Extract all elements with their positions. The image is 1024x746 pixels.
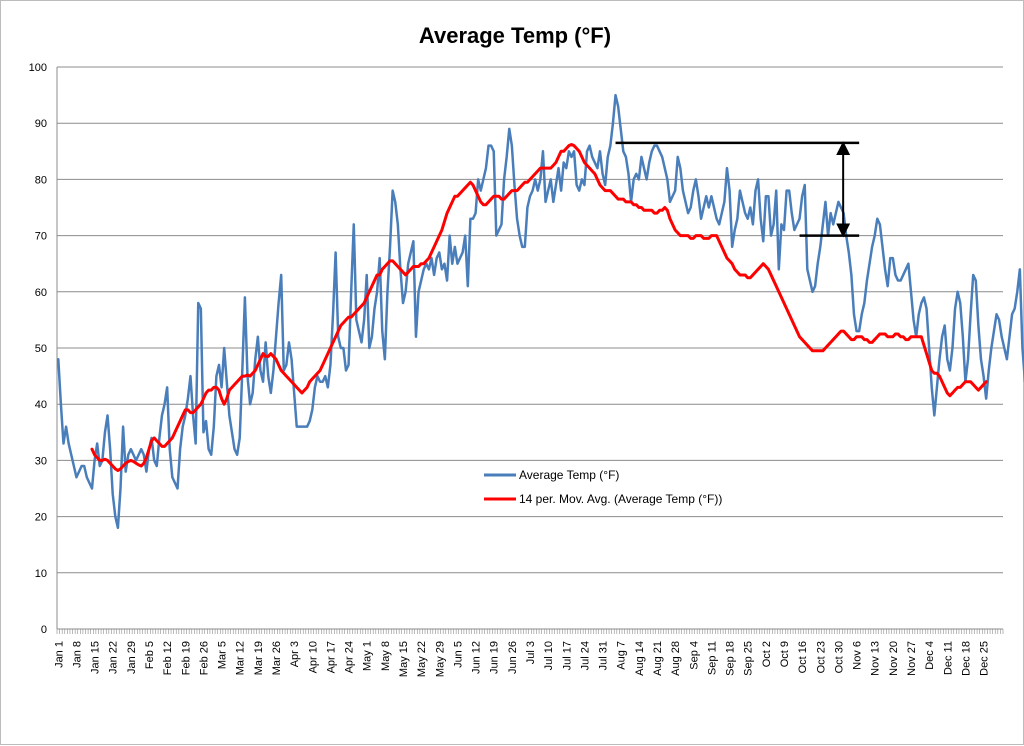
x-tick-label: Jul 10 — [543, 641, 555, 670]
x-tick-label: Dec 11 — [942, 641, 954, 675]
x-tick-label: Dec 4 — [924, 641, 936, 670]
series-line-average-temp — [57, 93, 1024, 530]
x-tick-label: Nov 27 — [906, 641, 918, 676]
legend-label-average-temp: Average Temp (°F) — [519, 468, 619, 482]
x-tick-label: Aug 7 — [616, 641, 628, 670]
x-tick-label: Jul 3 — [525, 641, 537, 664]
y-tick-label-30: 30 — [35, 455, 47, 467]
x-tick-label: Sep 18 — [725, 641, 737, 676]
x-tick-labels: Jan 1 Jan 8 Jan 15 Jan 22 Jan 29 Feb 5 Feb 12 F… — [53, 641, 990, 677]
x-tick-label: Jul 24 — [579, 641, 591, 670]
x-tick-label: Jan 8 — [71, 641, 83, 668]
x-tick-label: Aug 14 — [634, 641, 646, 676]
y-tick-label-100: 100 — [29, 62, 47, 74]
x-tick-label: Jun 19 — [489, 641, 501, 674]
x-tick-label: Jul 17 — [561, 641, 573, 670]
x-tick-label: May 1 — [362, 641, 374, 671]
x-tick-label: Jan 15 — [90, 641, 102, 674]
x-tick-label: Jan 1 — [53, 641, 65, 668]
x-tick-label: Sep 11 — [706, 641, 718, 675]
x-tick-label: Nov 20 — [888, 641, 900, 676]
x-tick-label: Nov 13 — [870, 641, 882, 676]
x-tick-label: Jun 12 — [471, 641, 483, 674]
x-tick-label: Oct 2 — [761, 641, 773, 667]
y-tick-label-0: 0 — [41, 624, 47, 636]
y-tick-label-50: 50 — [35, 343, 47, 355]
x-tick-label: Jun 26 — [507, 641, 519, 674]
x-tick-label: Oct 23 — [815, 641, 827, 673]
x-tick-label: Jul 31 — [598, 641, 610, 670]
x-tick-label: Sep 4 — [688, 641, 700, 670]
y-tick-label-20: 20 — [35, 512, 47, 524]
legend: Average Temp (°F) 14 per. Mov. Avg. (Ave… — [484, 468, 722, 506]
x-tick-label: Feb 19 — [180, 641, 192, 675]
x-tick-label: Dec 25 — [979, 641, 991, 676]
x-tick-label: Aug 21 — [652, 641, 664, 676]
x-tick-label: Apr 3 — [289, 641, 301, 667]
y-tick-label-80: 80 — [35, 174, 47, 186]
x-tick-label: Feb 5 — [144, 641, 156, 669]
x-tick-label: Oct 9 — [779, 641, 791, 667]
x-tick-label: May 29 — [434, 641, 446, 677]
y-tick-labels: 0 10 20 30 40 50 60 70 80 90 100 — [29, 62, 47, 636]
x-tick-label: Mar 12 — [235, 641, 247, 675]
axes — [56, 67, 1004, 634]
x-tick-label: Sep 25 — [743, 641, 755, 676]
x-tick-label: Dec 18 — [960, 641, 972, 676]
x-tick-label: Nov 6 — [852, 641, 864, 670]
chart-title: Average Temp (°F) — [419, 23, 611, 48]
series-lines — [57, 93, 1024, 530]
y-tick-label-90: 90 — [35, 118, 47, 130]
x-tick-label: Apr 17 — [325, 641, 337, 673]
x-tick-label: Mar 19 — [253, 641, 265, 675]
series-line-moving-average — [90, 143, 988, 473]
x-tick-label: Oct 30 — [833, 641, 845, 673]
x-tick-label: Mar 5 — [217, 641, 229, 669]
x-tick-label: Apr 24 — [344, 641, 356, 673]
x-tick-label: Jan 22 — [108, 641, 120, 674]
legend-label-moving-average: 14 per. Mov. Avg. (Average Temp (°F)) — [519, 492, 722, 506]
y-tick-label-40: 40 — [35, 399, 47, 411]
x-tick-label: May 15 — [398, 641, 410, 677]
x-tick-label: Aug 28 — [670, 641, 682, 676]
x-tick-label: May 22 — [416, 641, 428, 677]
x-tick-label: Jan 29 — [126, 641, 138, 674]
x-tick-label: Apr 10 — [307, 641, 319, 673]
x-tick-label: Jun 5 — [452, 641, 464, 668]
x-tick-label: Feb 26 — [198, 641, 210, 675]
x-tick-label: Oct 16 — [797, 641, 809, 673]
x-tick-label: May 8 — [380, 641, 392, 671]
annotations — [615, 141, 860, 238]
y-tick-label-60: 60 — [35, 287, 47, 299]
y-tick-label-70: 70 — [35, 231, 47, 243]
x-tick-label: Mar 26 — [271, 641, 283, 675]
y-tick-label-10: 10 — [35, 568, 47, 580]
x-tick-label: Feb 12 — [162, 641, 174, 675]
